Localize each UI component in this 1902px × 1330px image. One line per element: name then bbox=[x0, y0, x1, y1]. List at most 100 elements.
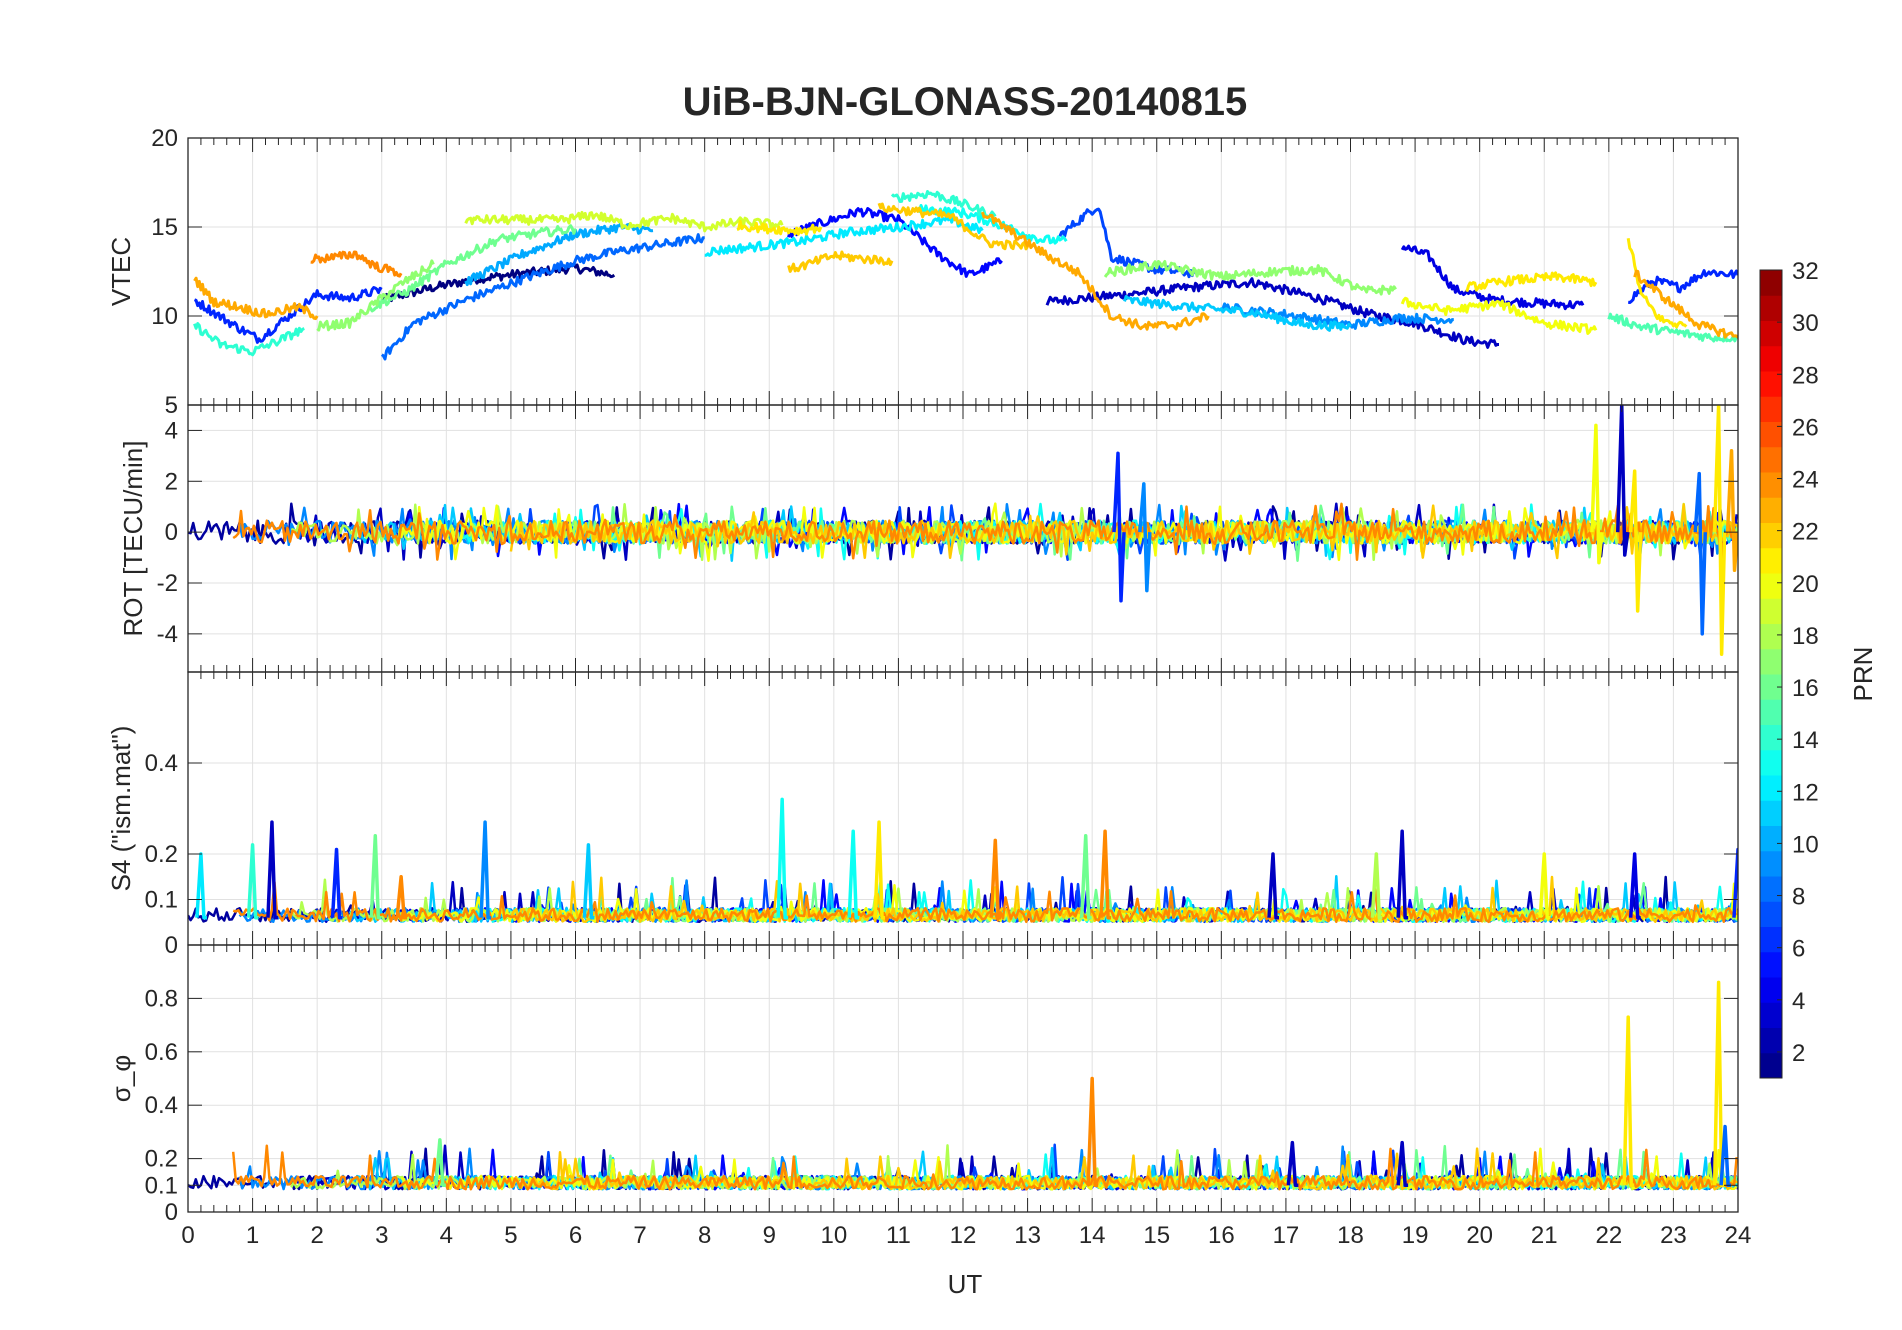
spike-prn-12 bbox=[195, 852, 207, 920]
colorbar-segment bbox=[1760, 699, 1782, 725]
colorbar-segment bbox=[1760, 1027, 1782, 1054]
x-tick-label: 19 bbox=[1402, 1222, 1429, 1249]
vtec-series-prn-23 bbox=[193, 276, 319, 321]
colorbar-segment bbox=[1760, 1002, 1782, 1028]
colorbar-tick-label: 18 bbox=[1792, 623, 1819, 650]
colorbar-segment bbox=[1760, 573, 1782, 599]
panel-1: 5 10 15 20 VTEC bbox=[106, 125, 1739, 419]
x-tick-label: 10 bbox=[820, 1222, 847, 1249]
x-tick-label: 7 bbox=[633, 1222, 646, 1249]
colorbar-tick-label: 4 bbox=[1792, 988, 1805, 1015]
y-tick-label: 0 bbox=[165, 932, 178, 959]
colorbar-segment bbox=[1760, 320, 1782, 347]
spike-prn-16 bbox=[369, 834, 382, 920]
x-tick-label: 4 bbox=[440, 1222, 453, 1249]
x-tick-label: 2 bbox=[310, 1222, 323, 1249]
spike-prn-13 bbox=[847, 829, 860, 920]
spike-prn-3 bbox=[1267, 852, 1279, 920]
colorbar-segment bbox=[1760, 421, 1782, 448]
colorbar-segment bbox=[1760, 901, 1782, 927]
y-tick-label: 0.4 bbox=[145, 1092, 178, 1119]
series-group bbox=[188, 797, 1738, 924]
colorbar-tick-label: 32 bbox=[1792, 258, 1819, 285]
x-tick-label: 1 bbox=[246, 1222, 259, 1249]
spike-prn-18 bbox=[1370, 852, 1383, 920]
x-tick-label: 11 bbox=[886, 1222, 911, 1249]
colorbar-segment bbox=[1760, 977, 1782, 1003]
y-tick-label: 0.4 bbox=[145, 750, 178, 777]
spike-prn-21 bbox=[1628, 469, 1643, 613]
colorbar-segment bbox=[1760, 522, 1782, 549]
vtec-series-prn-3 bbox=[1045, 277, 1499, 349]
y-tick-label: 15 bbox=[151, 214, 178, 241]
x-tick-label: 6 bbox=[569, 1222, 582, 1249]
spike-prn-20 bbox=[1590, 423, 1604, 565]
spike-prn-6 bbox=[1732, 847, 1738, 918]
colorbar-tick-label: 20 bbox=[1792, 571, 1819, 598]
x-tick-label: 0 bbox=[181, 1222, 194, 1249]
spike-prn-11 bbox=[582, 843, 595, 920]
spike-prn-24 bbox=[1099, 829, 1112, 920]
x-tick-label: 16 bbox=[1208, 1222, 1235, 1249]
colorbar-segment bbox=[1760, 345, 1782, 372]
colorbar-tick-label: 10 bbox=[1792, 831, 1819, 858]
y-tick-label: 0 bbox=[165, 519, 178, 546]
trace-prn-24 bbox=[232, 502, 1738, 562]
colorbar-tick-label: 12 bbox=[1792, 779, 1819, 806]
y-tick-label: 0.8 bbox=[145, 985, 178, 1012]
series-group bbox=[188, 405, 1738, 656]
vtec-series-prn-7 bbox=[1058, 207, 1197, 279]
vtec-series-prn-6 bbox=[193, 286, 383, 344]
spike-prn-16 bbox=[434, 1138, 446, 1188]
x-minor-ticks bbox=[187, 138, 1739, 405]
colorbar-frame bbox=[1759, 269, 1783, 1079]
y-tick-label: 0.1 bbox=[145, 1172, 178, 1199]
y-tick-label: 10 bbox=[151, 303, 178, 330]
y-axis-label: σ_φ bbox=[106, 1055, 136, 1102]
colorbar-segment bbox=[1760, 775, 1782, 801]
colorbar-segment bbox=[1760, 674, 1782, 700]
x-tick-label: 18 bbox=[1337, 1222, 1364, 1249]
spike-prn-3 bbox=[1396, 1140, 1409, 1188]
vtec-series-prn-19 bbox=[464, 210, 784, 233]
vtec-series-prn-21 bbox=[736, 219, 823, 236]
colorbar-tick-label: 8 bbox=[1792, 884, 1805, 911]
vtec-series-prn-24 bbox=[310, 250, 403, 278]
colorbar-segment bbox=[1760, 396, 1782, 422]
y-axis-label: VTEC bbox=[106, 237, 136, 306]
colorbar-tick-label: 16 bbox=[1792, 675, 1819, 702]
x-tick-label: 14 bbox=[1079, 1222, 1106, 1249]
spike-prn-13 bbox=[776, 797, 789, 920]
colorbar-tick-label: 2 bbox=[1792, 1040, 1805, 1067]
y-tick-label: -2 bbox=[157, 570, 178, 597]
series-group bbox=[188, 980, 1738, 1191]
colorbar-segment bbox=[1760, 724, 1782, 751]
colorbar-tick-label: 30 bbox=[1792, 310, 1819, 337]
y-tick-label: 4 bbox=[165, 417, 178, 444]
x-tick-label: 15 bbox=[1143, 1222, 1170, 1249]
colorbar-segment bbox=[1760, 749, 1782, 776]
x-tick-label: 12 bbox=[950, 1222, 977, 1249]
spike-prn-21 bbox=[1712, 980, 1725, 1188]
x-minor-ticks bbox=[187, 672, 1739, 945]
colorbar-segment bbox=[1760, 270, 1782, 296]
colorbar-segment bbox=[1760, 547, 1782, 574]
colorbar-segment bbox=[1760, 800, 1782, 826]
vtec-series-prn-8 bbox=[380, 233, 705, 361]
x-tick-label: 24 bbox=[1725, 1222, 1752, 1249]
y-axis-label: S4 ("ism.mat") bbox=[106, 726, 136, 892]
x-tick-label: 22 bbox=[1595, 1222, 1622, 1249]
colorbar-segment bbox=[1760, 648, 1782, 675]
x-minor-ticks bbox=[187, 405, 1739, 672]
vtec-series-prn-20 bbox=[1400, 296, 1598, 335]
spike-prn-6 bbox=[1112, 451, 1126, 603]
x-tick-label: 20 bbox=[1466, 1222, 1493, 1249]
spike-prn-14 bbox=[246, 843, 259, 920]
spike-prn-24 bbox=[989, 838, 1002, 920]
spike-prn-3 bbox=[1616, 405, 1630, 557]
colorbar-segment bbox=[1760, 497, 1782, 523]
spike-prn-21 bbox=[1622, 1015, 1635, 1188]
